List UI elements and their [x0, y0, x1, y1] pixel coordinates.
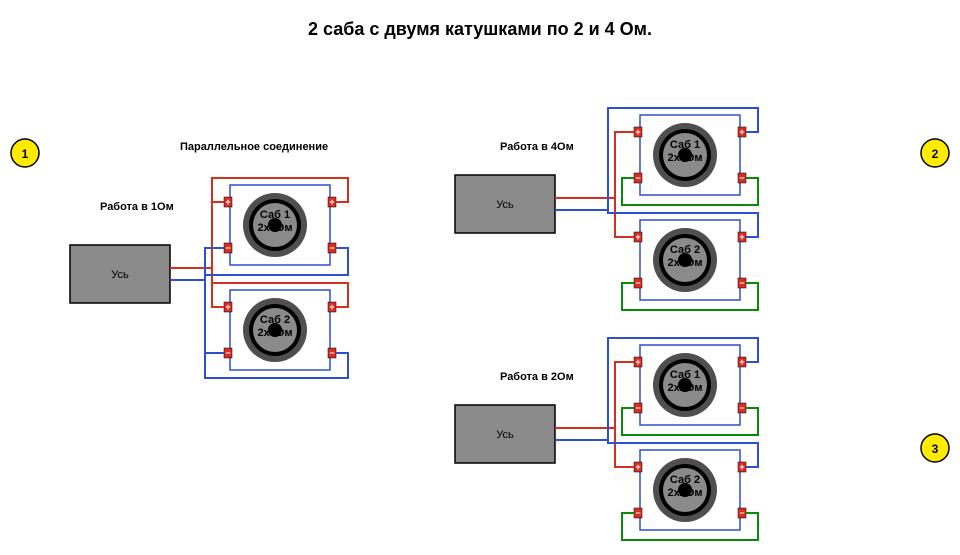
- amp-label-2: Усь: [496, 199, 514, 211]
- d3-sub2-name: Саб 2: [670, 474, 700, 486]
- sub2-name: Саб 2: [260, 314, 290, 326]
- mode-2: Работа в 4Ом: [500, 141, 574, 153]
- caption-1: Параллельное соединение: [180, 141, 328, 153]
- d3-sub2-spec: 2x2Ом: [667, 487, 702, 499]
- page-title: 2 саба с двумя катушками по 2 и 4 Ом.: [308, 19, 652, 39]
- wiring-diagram: 2 саба с двумя катушками по 2 и 4 Ом. 1 …: [0, 0, 960, 555]
- marker-3: 3: [921, 434, 949, 462]
- mode-1: Работа в 1Ом: [100, 201, 174, 213]
- d3-sub1-spec: 2x2Ом: [667, 382, 702, 394]
- sub1-name: Саб 1: [260, 209, 290, 221]
- marker-2: 2: [921, 139, 949, 167]
- d2-sub1-spec: 2x4Ом: [667, 152, 702, 164]
- svg-text:1: 1: [22, 147, 29, 161]
- mode-3: Работа в 2Ом: [500, 371, 574, 383]
- svg-text:3: 3: [932, 442, 939, 456]
- amp-label-3: Усь: [496, 429, 514, 441]
- d2-sub1-name: Саб 1: [670, 139, 700, 151]
- sub1-spec: 2x4Ом: [257, 222, 292, 234]
- sub2-spec: 2x4Ом: [257, 327, 292, 339]
- marker-1: 1: [11, 139, 39, 167]
- amp-label-1: Усь: [111, 269, 129, 281]
- d2-sub2-name: Саб 2: [670, 244, 700, 256]
- diagram-1: Параллельное соединение Работа в 1Ом Усь…: [70, 141, 348, 378]
- d3-sub1-name: Саб 1: [670, 369, 700, 381]
- diagram-3: Работа в 2Ом Усь Саб 1 2x2Ом Саб 2 2x2Ом: [455, 338, 758, 540]
- d2-sub2-spec: 2x4Ом: [667, 257, 702, 269]
- diagram-2: Работа в 4Ом Усь Саб 1 2x4Ом Саб 2 2x4Ом: [455, 108, 758, 310]
- svg-text:2: 2: [932, 147, 939, 161]
